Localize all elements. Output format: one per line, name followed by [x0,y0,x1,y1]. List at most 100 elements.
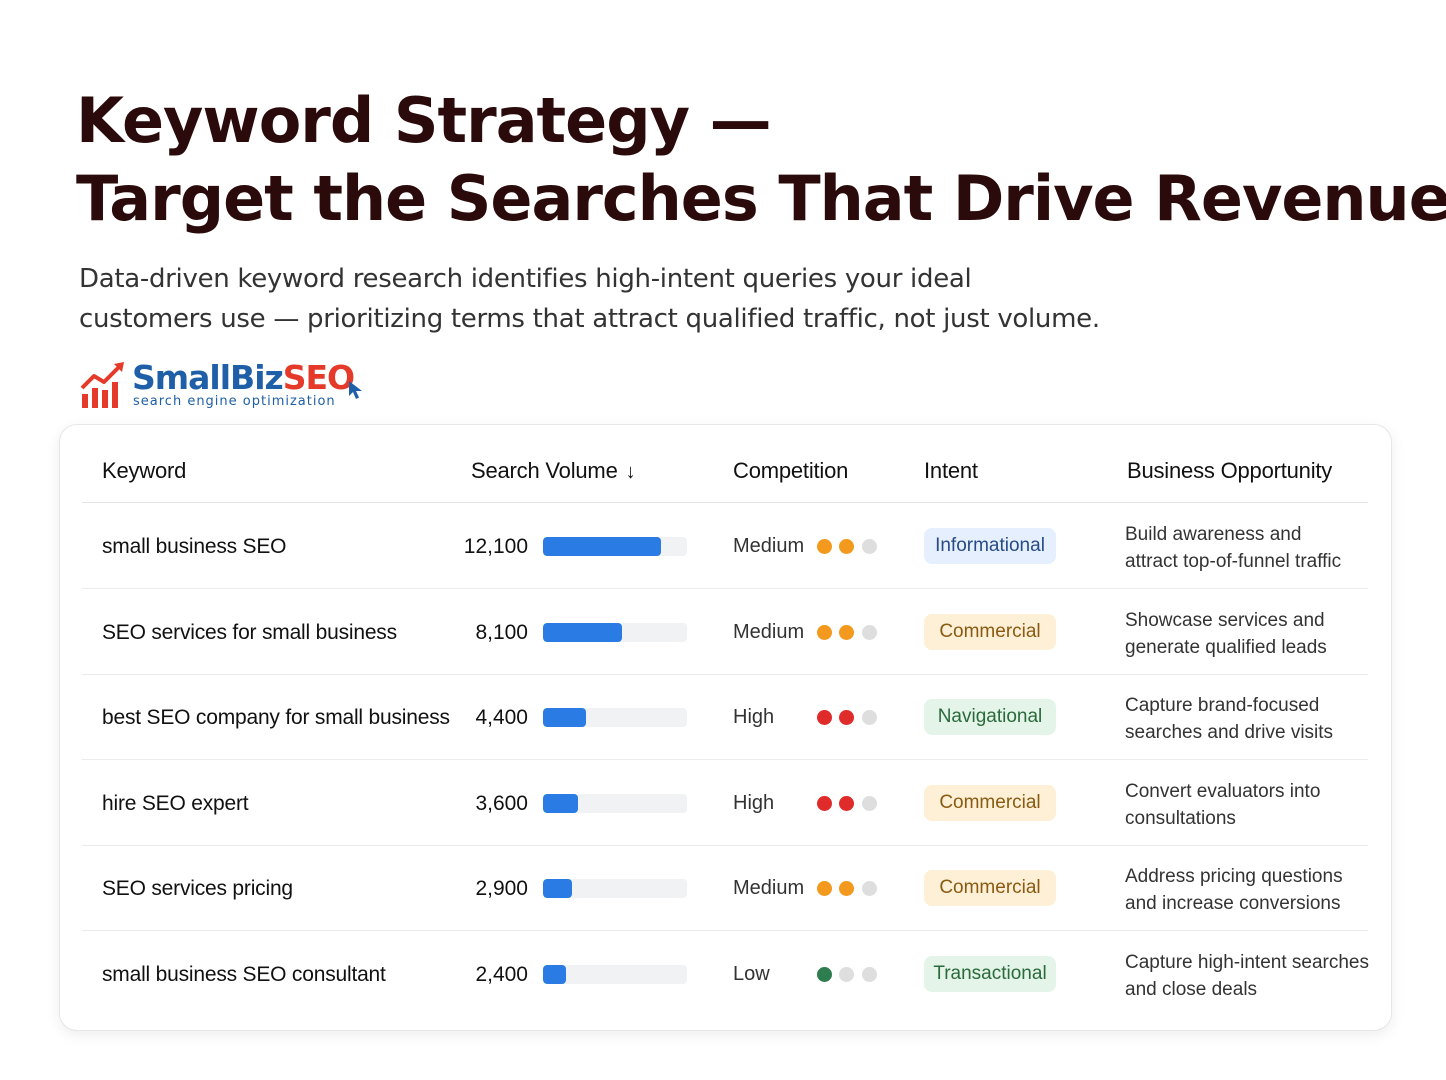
keyword-cell: hire SEO expert [102,791,249,815]
intent-badge: Informational [924,528,1056,564]
competition-level-indicator [817,710,881,726]
competition-dot [862,624,877,640]
business-opportunity-cell: Address pricing questions and increase co… [1125,863,1365,917]
subtitle-line-1: Data-driven keyword research identifies … [79,264,972,294]
table-row[interactable]: small business SEO 12,100 Medium Informatio… [82,504,1368,589]
competition-dot [817,881,832,896]
table-header: Keyword Search Volume ↓ Competition Inten… [82,425,1368,503]
brand-name: SmallBizSEO [132,358,355,398]
business-opportunity-cell: Convert evaluators into consultations [1125,778,1365,832]
keyword-cell: small business SEO [102,535,287,558]
keyword-cell: small business SEO consultant [102,962,386,986]
volume-bar-fill [543,879,572,898]
column-header-search-volume[interactable]: Search Volume ↓ [471,458,636,484]
table-row[interactable]: SEO services pricing 2,900 Medium Commercia… [82,846,1368,931]
volume-bar-fill [543,964,567,984]
search-volume-cell: 2,900 [475,877,528,900]
page-title: Keyword Strategy — Target the Searches T… [76,82,1446,238]
business-opportunity-line-1: Capture high-intent searches [1125,951,1369,973]
title-line-2: Target the Searches That Drive Revenue [76,162,1446,235]
volume-bar [543,879,687,898]
table-row[interactable]: best SEO company for small business 4,400… [82,675,1368,760]
keyword-table: Keyword Search Volume ↓ Competition Inten… [59,424,1392,1031]
volume-bar [543,793,687,813]
volume-bar-fill [543,708,587,727]
volume-bar [543,537,687,556]
column-header-intent[interactable]: Intent [924,458,978,483]
business-opportunity-cell: Build awareness and attract top-of-funnel… [1125,521,1365,575]
brand-name-part-1: SmallBiz [132,358,284,397]
competition-level-indicator [817,966,881,983]
business-opportunity-line-2: and increase conversions [1125,893,1341,914]
volume-bar [543,708,687,727]
business-opportunity-line-2: and close deals [1125,978,1258,1000]
business-opportunity-line-2: consultations [1125,807,1236,829]
competition-cell: Medium [733,877,805,899]
intent-badge: Transactional [924,955,1056,992]
volume-bar-fill [543,622,623,642]
business-opportunity-line-2: generate qualified leads [1125,636,1327,658]
business-opportunity-line-1: Address pricing questions [1125,866,1343,887]
competition-dot [839,795,854,811]
business-opportunity-line-1: Capture brand-focused [1125,695,1320,716]
column-header-business-opportunity[interactable]: Business Opportunity [1127,458,1333,483]
brand-logo: SmallBizSEO search engine optimization [80,358,380,414]
business-opportunity-line-1: Showcase services and [1125,609,1325,631]
search-volume-cell: 12,100 [463,535,528,558]
keyword-cell: best SEO company for small business [102,706,450,729]
competition-dot [817,710,832,725]
competition-dot [862,881,877,896]
competition-dot [839,624,854,640]
competition-cell: Medium [733,535,805,557]
volume-bar-fill [543,793,578,813]
column-header-keyword[interactable]: Keyword [102,458,187,483]
volume-bar-fill [543,537,662,556]
page-subtitle: Data-driven keyword research identifies … [79,259,1100,339]
column-header-search-volume-label: Search Volume [471,458,618,483]
search-volume-cell: 8,100 [475,620,528,644]
competition-level-indicator [817,881,881,897]
title-line-1: Keyword Strategy — [76,84,772,157]
intent-badge: Navigational [924,699,1056,735]
business-opportunity-cell: Capture high-intent searches and close de… [1125,949,1369,1003]
search-volume-cell: 3,600 [475,791,528,815]
volume-bar [543,964,687,984]
intent-badge: Commercial [924,613,1056,650]
competition-dot [817,539,832,554]
competition-level-indicator [817,539,881,555]
table-row[interactable]: SEO services for small business 8,100 Medi… [82,590,1368,675]
cursor-icon [349,381,362,399]
intent-badge: Commercial [924,784,1056,821]
competition-dot [817,624,832,640]
competition-level-indicator [817,795,881,812]
subtitle-line-2: customers use — prioritizing terms that … [79,304,1100,334]
search-volume-cell: 4,400 [475,706,528,729]
sort-down-icon: ↓ [625,461,636,483]
competition-dot [817,795,832,811]
competition-dot [862,966,877,982]
competition-dot [862,539,877,554]
competition-dot [839,710,854,725]
competition-level-indicator [817,624,881,641]
business-opportunity-line-1: Build awareness and [1125,524,1302,545]
business-opportunity-cell: Capture brand-focused searches and drive … [1125,692,1365,746]
column-header-competition[interactable]: Competition [733,458,849,483]
bar-chart-arrow-icon [80,362,124,408]
business-opportunity-cell: Showcase services and generate qualified … [1125,607,1365,661]
competition-dot [817,966,832,982]
search-volume-cell: 2,400 [475,962,528,986]
competition-cell: High [733,791,775,814]
business-opportunity-line-1: Convert evaluators into [1125,780,1321,802]
brand-name-part-2: SEO [282,358,355,397]
table-row[interactable]: small business SEO consultant 2,400 Low Tra… [82,932,1369,1017]
business-opportunity-line-2: attract top-of-funnel traffic [1125,551,1342,572]
table-row[interactable]: hire SEO expert 3,600 High Commercial Conver… [82,761,1368,846]
keyword-cell: SEO services pricing [102,877,293,900]
intent-badge: Commercial [924,870,1056,906]
competition-dot [862,710,877,725]
competition-cell: High [733,706,775,728]
business-opportunity-line-2: searches and drive visits [1125,722,1334,743]
competition-dot [839,539,854,554]
competition-cell: Low [733,962,770,985]
